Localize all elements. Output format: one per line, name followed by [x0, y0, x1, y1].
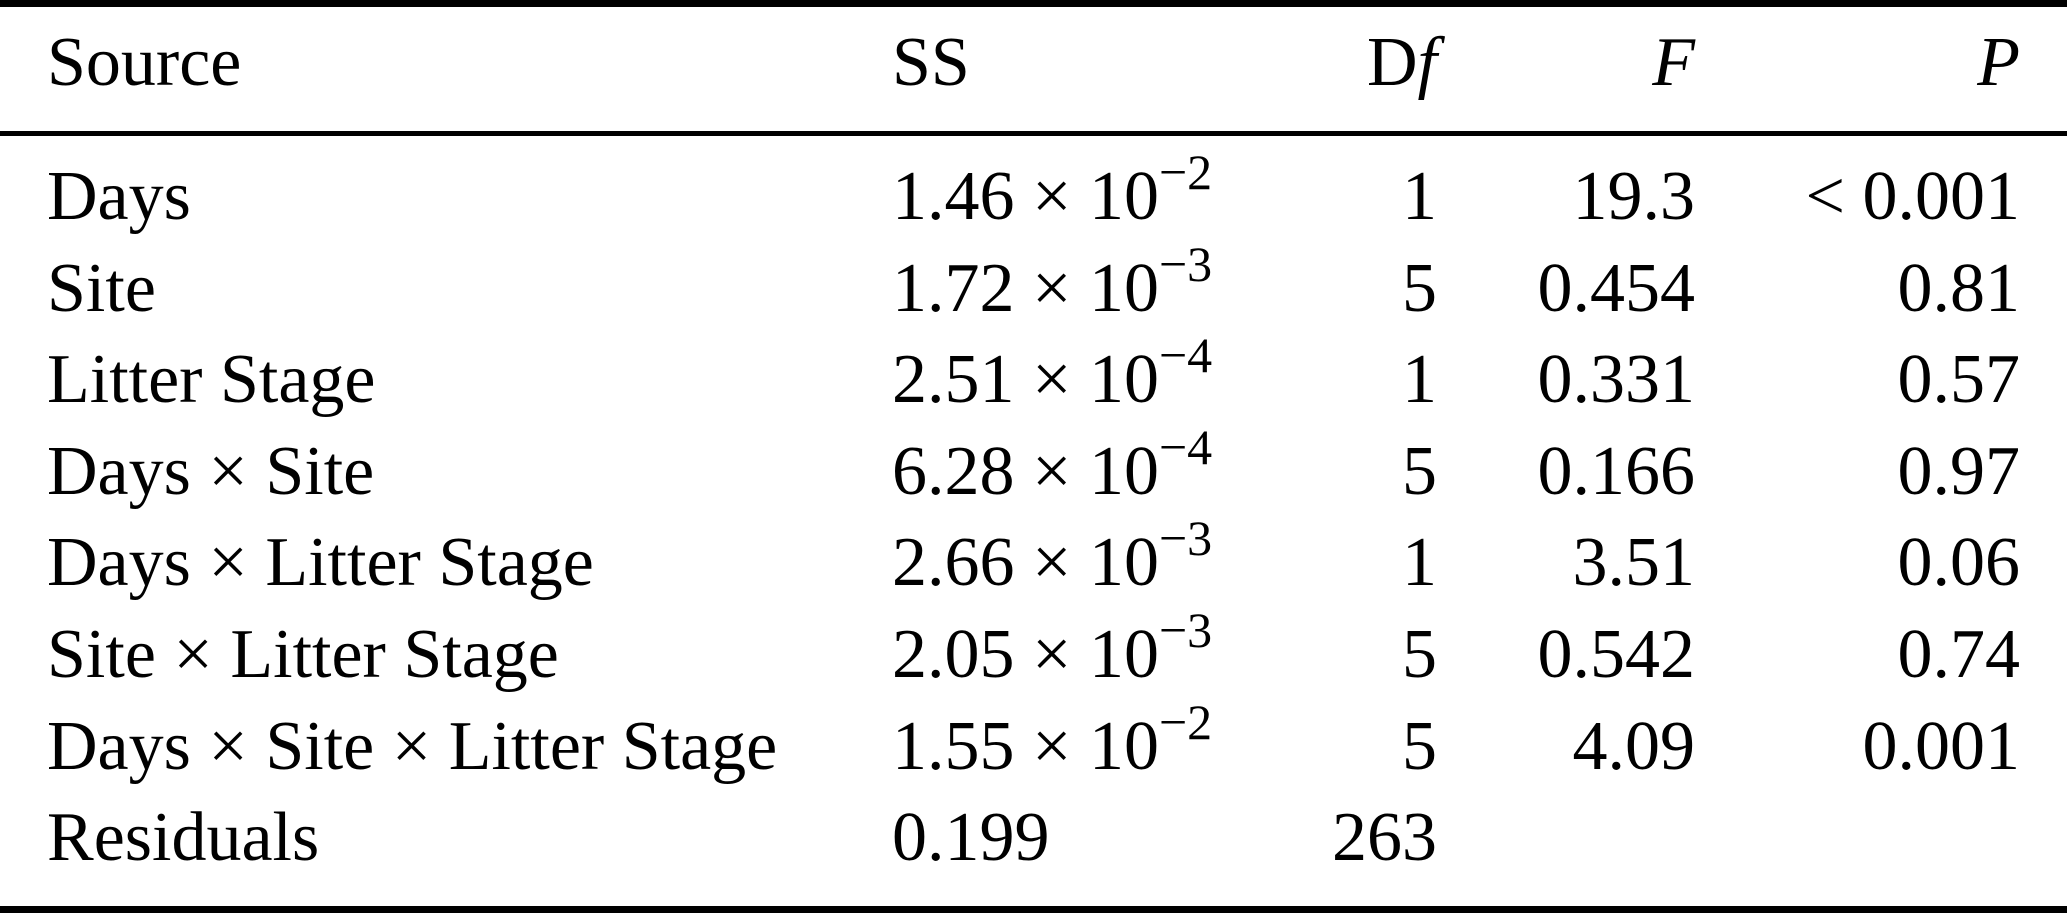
column-header-df: Df	[1366, 24, 1437, 101]
row-ss-cell: 1.72 × 10−3	[892, 235, 1213, 327]
row-df-cell: 5	[1402, 615, 1437, 693]
table-row: Site × Litter Stage 2.05 × 10−3 5 0.542 0.74	[0, 601, 2067, 701]
row-df-cell: 5	[1402, 249, 1437, 327]
column-header-p: P	[1977, 24, 2020, 101]
column-header-source: Source	[47, 24, 242, 101]
row-f-cell	[1437, 792, 1695, 884]
ss-exponent: −2	[1158, 144, 1213, 200]
row-f-cell: 3.51	[1572, 524, 1696, 602]
row-ss-cell: 2.05 × 10−3	[892, 601, 1213, 693]
row-p-cell: 0.81	[1897, 249, 2021, 327]
row-source-cell: Residuals	[47, 799, 320, 877]
row-source-cell: Days × Site × Litter Stage	[47, 707, 778, 785]
row-source-cell: Litter Stage	[47, 341, 376, 419]
row-df-cell: 1	[1402, 158, 1437, 235]
row-f-cell: 4.09	[1572, 707, 1696, 785]
row-source-cell: Days × Litter Stage	[47, 524, 594, 602]
ss-exponent: −2	[1158, 693, 1213, 750]
row-p-cell: 0.06	[1897, 524, 2021, 602]
table-body: Days 1.46 × 10−2 1 19.3 < 0.001 Site 1.72 × 10…	[0, 144, 2067, 884]
row-source-cell: Site × Litter Stage	[47, 615, 559, 693]
row-ss-cell: 1.55 × 10−2	[892, 693, 1213, 785]
row-df-cell: 263	[1332, 799, 1437, 877]
row-f-cell: 0.166	[1537, 432, 1696, 510]
table-row: Days × Site × Litter Stage 1.55 × 10−2 5 4.…	[0, 693, 2067, 793]
row-p-cell: 0.97	[1897, 432, 2021, 510]
row-df-cell: 1	[1402, 341, 1437, 419]
row-p-cell	[1695, 792, 2020, 884]
row-source-cell: Site	[47, 249, 156, 327]
row-p-cell: 0.74	[1897, 615, 2021, 693]
row-f-cell: 0.542	[1537, 615, 1696, 693]
table-bottom-rule	[0, 906, 2067, 913]
row-source-cell: Days × Site	[47, 432, 375, 510]
row-ss-cell: 1.46 × 10−2	[892, 144, 1213, 235]
table-row: Days 1.46 × 10−2 1 19.3 < 0.001	[0, 144, 2067, 243]
table-header-rule	[0, 131, 2067, 136]
ss-exponent: −4	[1158, 327, 1213, 384]
row-f-cell: 0.454	[1537, 249, 1696, 327]
table-row: Days × Litter Stage 2.66 × 10−3 1 3.51 0.06	[0, 510, 2067, 609]
row-ss-cell: 2.51 × 10−4	[892, 327, 1213, 419]
row-p-cell: 0.001	[1862, 707, 2021, 785]
table-row: Days × Site 6.28 × 10−4 5 0.166 0.97	[0, 418, 2067, 518]
table-row: Residuals 0.199 263	[0, 792, 2067, 884]
column-header-f: F	[1652, 24, 1695, 101]
ss-exponent: −3	[1158, 235, 1213, 292]
column-header-ss: SS	[892, 24, 970, 101]
row-f-cell: 0.331	[1537, 341, 1696, 419]
row-source-cell: Days	[47, 158, 191, 235]
row-df-cell: 5	[1402, 432, 1437, 510]
ss-exponent: −3	[1158, 510, 1213, 567]
table-row: Site 1.72 × 10−3 5 0.454 0.81	[0, 235, 2067, 335]
row-p-cell: < 0.001	[1805, 158, 2020, 235]
ss-exponent: −3	[1158, 601, 1213, 658]
table-row: Litter Stage 2.51 × 10−4 1 0.331 0.57	[0, 327, 2067, 426]
row-ss-cell: 6.28 × 10−4	[892, 418, 1213, 510]
row-p-cell: 0.57	[1897, 341, 2021, 419]
row-ss-cell: 2.66 × 10−3	[892, 510, 1213, 602]
row-f-cell: 19.3	[1572, 158, 1696, 235]
ss-exponent: −4	[1158, 418, 1213, 475]
table-top-rule	[0, 0, 2067, 7]
row-ss-cell: 0.199	[892, 799, 1050, 877]
table-header-row: Source SS Df F P	[0, 7, 2067, 119]
row-df-cell: 5	[1402, 707, 1437, 785]
row-df-cell: 1	[1402, 524, 1437, 602]
